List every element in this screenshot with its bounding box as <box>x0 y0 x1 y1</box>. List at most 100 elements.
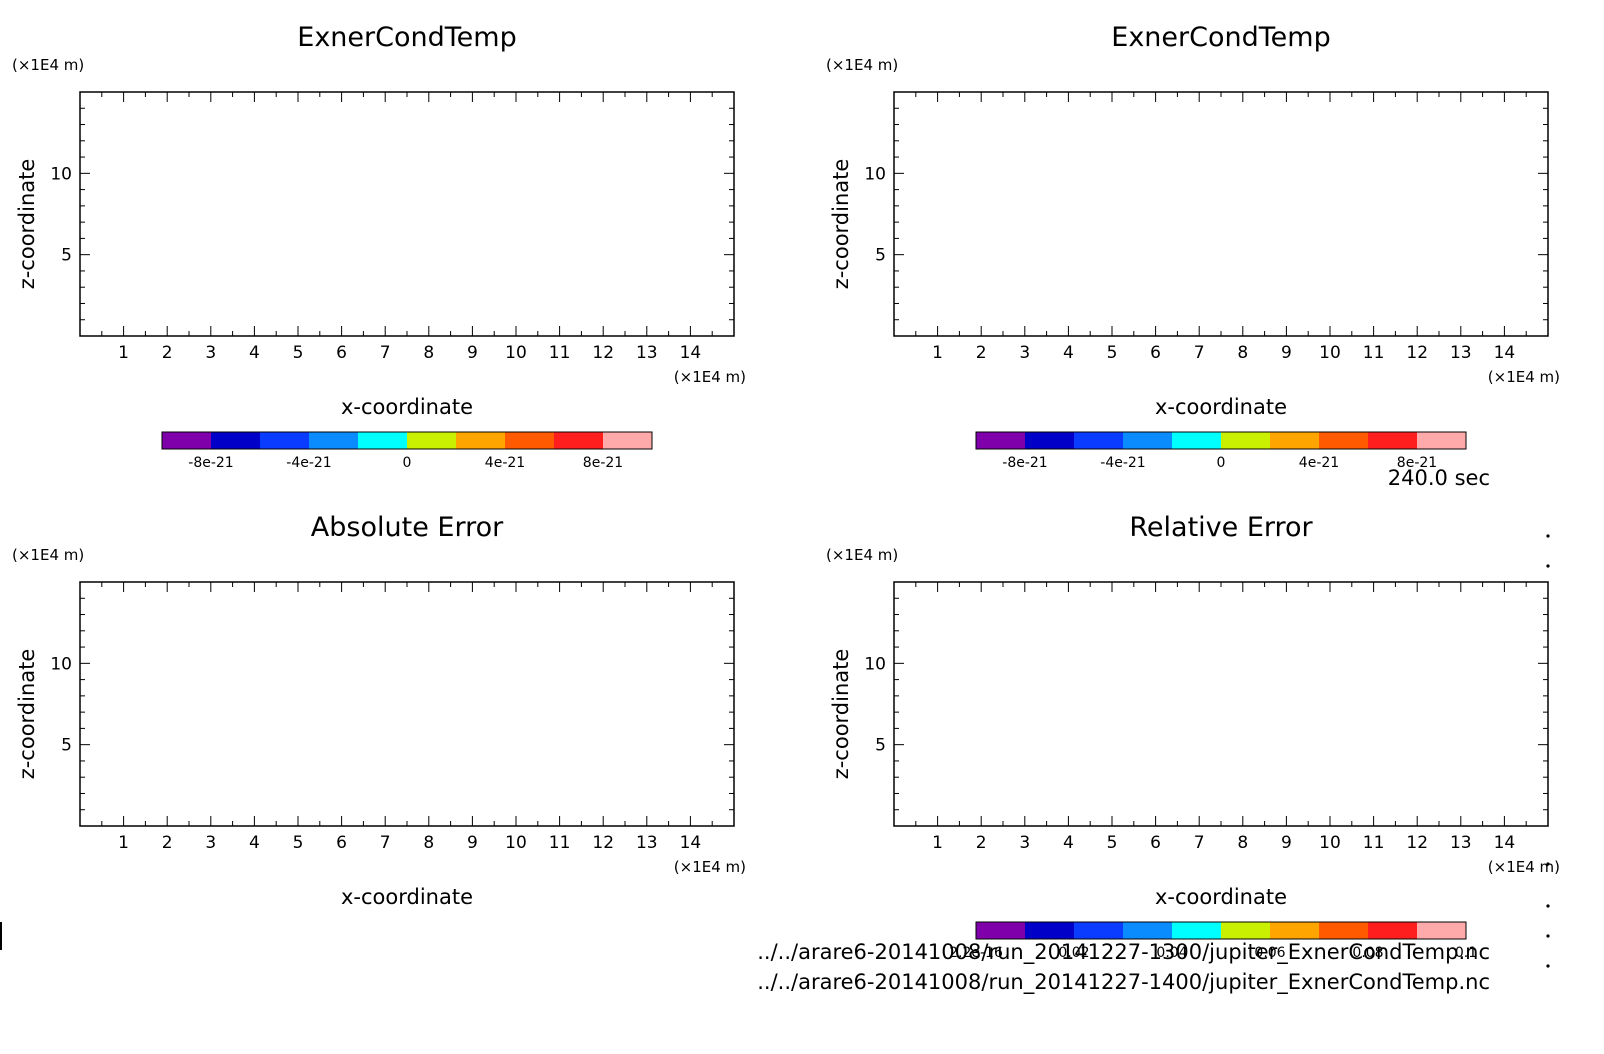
chart-title: ExnerCondTemp <box>1111 22 1330 53</box>
y-unit-label: (×1E4 m) <box>12 56 84 74</box>
x-tick-label: 2 <box>976 833 987 853</box>
y-tick-label: 5 <box>875 246 886 266</box>
y-axis-label: z-coordinate <box>15 649 39 780</box>
x-tick-label: 12 <box>1406 343 1428 363</box>
colorbar-segment <box>976 922 1026 939</box>
colorbar-segment <box>1172 922 1222 939</box>
x-tick-label: 9 <box>1281 833 1292 853</box>
colorbar-segment <box>554 432 604 449</box>
x-tick-label: 11 <box>549 343 571 363</box>
margin-dot <box>1546 934 1550 938</box>
colorbar-tick-label: 0.02 <box>1058 945 1089 961</box>
y-tick-label: 10 <box>50 164 72 184</box>
x-tick-label: 4 <box>1063 343 1074 363</box>
colorbar: 2.2e-16 0.02 0.04 0.06 0.08 0.1 <box>949 921 1477 961</box>
colorbar-segment <box>1172 432 1222 449</box>
colorbar-segment <box>603 432 653 449</box>
colorbar-frame <box>975 921 1467 940</box>
x-tick-label: 10 <box>1319 833 1341 853</box>
x-tick-label: 12 <box>1406 833 1428 853</box>
y-unit-label: (×1E4 m) <box>12 546 84 564</box>
chart-title: Absolute Error <box>311 512 504 543</box>
colorbar-tick-label: -8e-21 <box>1002 455 1047 471</box>
colorbar-frame <box>161 431 653 450</box>
colorbar-segment <box>1025 432 1075 449</box>
x-tick-label: 3 <box>1019 343 1030 363</box>
colorbar-tick-label: 4e-21 <box>1299 455 1339 471</box>
margin-dot <box>1546 904 1550 908</box>
colorbar: -8e-21 -4e-21 0 4e-21 8e-21 <box>975 431 1467 471</box>
colorbar-segment <box>1074 922 1124 939</box>
y-axis-label: z-coordinate <box>15 159 39 290</box>
colorbar-segment <box>407 432 457 449</box>
x-tick-label: 7 <box>380 833 391 853</box>
colorbar-tick-label: 0 <box>403 455 412 471</box>
y-tick-label: 5 <box>61 736 72 756</box>
y-tick-label: 5 <box>875 736 886 756</box>
colorbar-tick-label: 8e-21 <box>1397 455 1437 471</box>
x-tick-label: 14 <box>1494 833 1516 853</box>
colorbar-segment <box>1417 432 1467 449</box>
x-tick-label: 9 <box>467 343 478 363</box>
colorbar-tick-label: -4e-21 <box>1100 455 1145 471</box>
x-tick-label: 3 <box>205 343 216 363</box>
colorbar-tick-label: 0.1 <box>1455 945 1477 961</box>
x-tick-label: 6 <box>1150 343 1161 363</box>
x-tick-label: 11 <box>549 833 571 853</box>
y-tick-label: 5 <box>61 246 72 266</box>
x-tick-label: 1 <box>932 343 943 363</box>
chart-panel-1: ExnerCondTemp(×1E4 m)1 2 3 4 5 6 7 8 9 10 11 12 13 14… <box>12 22 746 471</box>
x-axis-label: x-coordinate <box>341 885 473 909</box>
colorbar-tick-label: 4e-21 <box>485 455 525 471</box>
y-tick-label: 10 <box>864 164 886 184</box>
x-tick-label: 7 <box>380 343 391 363</box>
x-tick-label: 10 <box>1319 343 1341 363</box>
x-tick-label: 12 <box>592 343 614 363</box>
y-unit-label: (×1E4 m) <box>826 56 898 74</box>
x-tick-label: 8 <box>423 343 434 363</box>
chart-panel-3: Absolute Error(×1E4 m)1 2 3 4 5 6 7 8 9 10 11 12 13 1… <box>12 512 746 909</box>
chart-panel-4: Relative Error(×1E4 m)1 2 3 4 5 6 7 8 9 10 11 12 13 1… <box>826 512 1560 961</box>
colorbar-segment <box>456 432 506 449</box>
x-tick-label: 12 <box>592 833 614 853</box>
x-tick-label: 11 <box>1363 833 1385 853</box>
chart-title: Relative Error <box>1129 512 1313 543</box>
colorbar-segment <box>162 432 212 449</box>
x-tick-label: 2 <box>162 833 173 853</box>
x-unit-label: (×1E4 m) <box>1488 858 1560 876</box>
x-axis-label: x-coordinate <box>341 395 473 419</box>
colorbar-segment <box>1417 922 1467 939</box>
x-tick-label: 2 <box>976 343 987 363</box>
plot-area <box>79 581 735 827</box>
x-tick-label: 7 <box>1194 343 1205 363</box>
x-tick-label: 6 <box>336 833 347 853</box>
x-tick-label: 13 <box>636 833 658 853</box>
x-tick-label: 11 <box>1363 343 1385 363</box>
x-tick-label: 9 <box>1281 343 1292 363</box>
colorbar-tick-label: 0.06 <box>1254 945 1285 961</box>
colorbar-segment <box>260 432 310 449</box>
y-unit-label: (×1E4 m) <box>826 546 898 564</box>
x-tick-label: 3 <box>1019 833 1030 853</box>
margin-dot <box>1546 564 1550 568</box>
chart-panel-2: ExnerCondTemp(×1E4 m)1 2 3 4 5 6 7 8 9 10 11 12 13 14… <box>826 22 1560 471</box>
x-tick-label: 1 <box>118 343 129 363</box>
x-tick-label: 5 <box>1107 833 1118 853</box>
colorbar: -8e-21 -4e-21 0 4e-21 8e-21 <box>161 431 653 471</box>
x-tick-label: 5 <box>293 343 304 363</box>
x-tick-label: 13 <box>636 343 658 363</box>
plot-area <box>79 91 735 337</box>
colorbar-segment <box>1368 922 1418 939</box>
colorbar-segment <box>358 432 408 449</box>
x-tick-label: 8 <box>1237 833 1248 853</box>
x-tick-label: 4 <box>249 343 260 363</box>
x-axis-label: x-coordinate <box>1155 885 1287 909</box>
x-tick-label: 5 <box>293 833 304 853</box>
colorbar-tick-label: 0.04 <box>1156 945 1187 961</box>
x-tick-label: 10 <box>505 833 527 853</box>
x-tick-label: 1 <box>118 833 129 853</box>
colorbar-segment <box>309 432 359 449</box>
x-tick-label: 4 <box>249 833 260 853</box>
x-axis-label: x-coordinate <box>1155 395 1287 419</box>
